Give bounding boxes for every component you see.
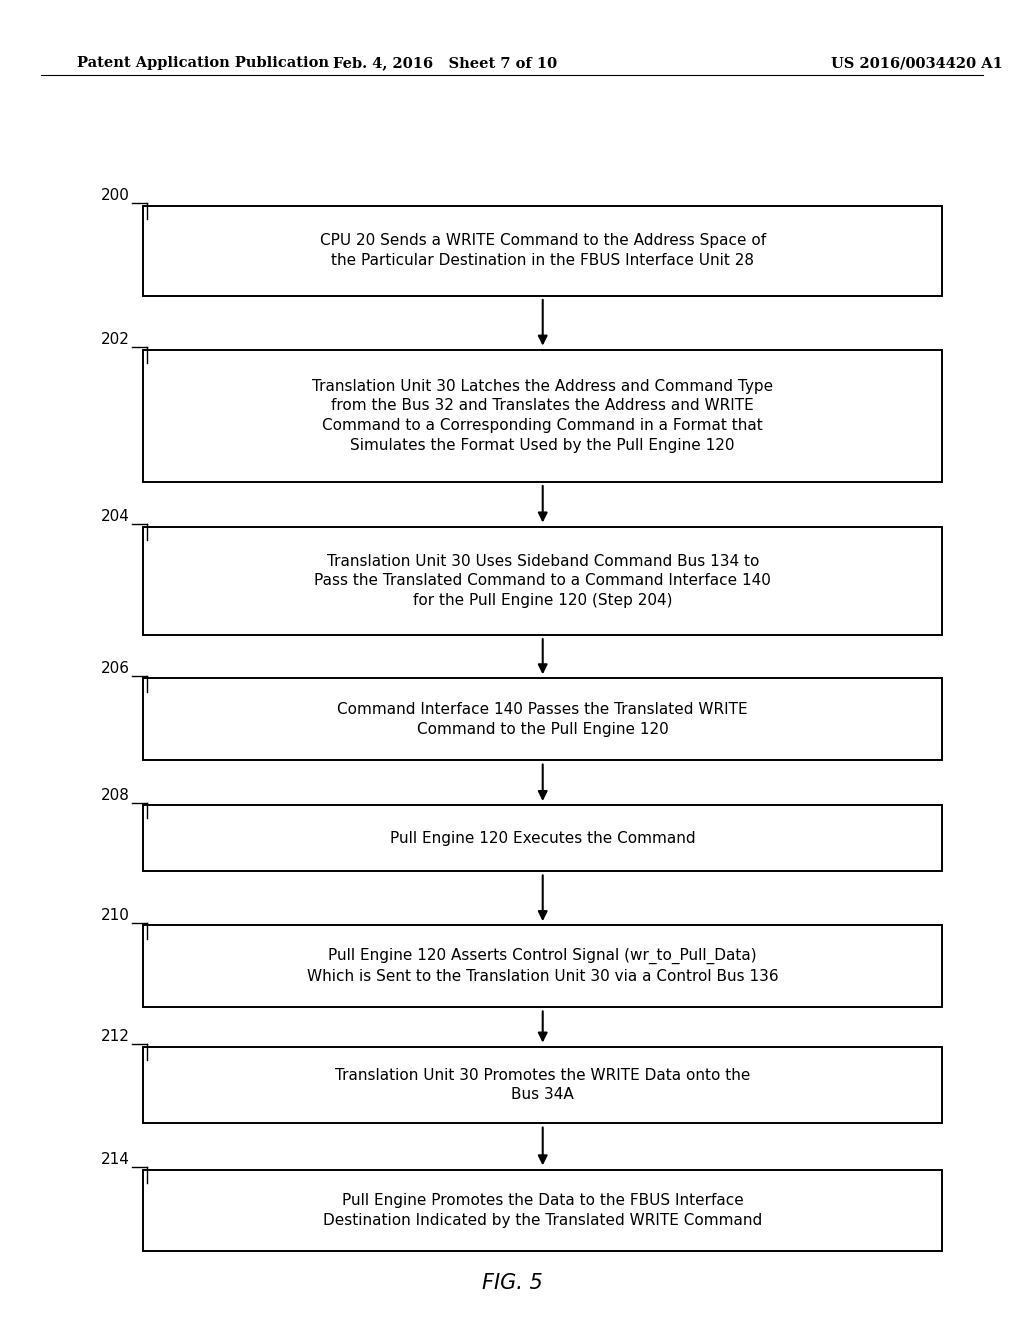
Text: US 2016/0034420 A1: US 2016/0034420 A1 (830, 57, 1002, 70)
Bar (143, 527, 942, 635)
Text: Pull Engine 120 Executes the Command: Pull Engine 120 Executes the Command (390, 830, 695, 846)
Bar (143, 350, 942, 482)
Text: 204: 204 (101, 510, 130, 524)
Text: 206: 206 (101, 661, 130, 676)
Bar (143, 206, 942, 296)
Bar (143, 678, 942, 760)
Text: 214: 214 (101, 1152, 130, 1167)
Text: Pull Engine Promotes the Data to the FBUS Interface
Destination Indicated by the: Pull Engine Promotes the Data to the FBU… (324, 1193, 762, 1228)
Text: FIG. 5: FIG. 5 (481, 1272, 543, 1294)
Text: 212: 212 (101, 1030, 130, 1044)
Text: 202: 202 (101, 333, 130, 347)
Text: 210: 210 (101, 908, 130, 923)
Bar (143, 1170, 942, 1251)
Text: Feb. 4, 2016   Sheet 7 of 10: Feb. 4, 2016 Sheet 7 of 10 (334, 57, 557, 70)
Text: Translation Unit 30 Uses Sideband Command Bus 134 to
Pass the Translated Command: Translation Unit 30 Uses Sideband Comman… (314, 553, 771, 609)
Text: 208: 208 (101, 788, 130, 803)
Text: 200: 200 (101, 189, 130, 203)
Bar (143, 805, 942, 871)
Bar (143, 925, 942, 1007)
Text: Patent Application Publication: Patent Application Publication (77, 57, 329, 70)
Bar (143, 1047, 942, 1123)
Text: Command Interface 140 Passes the Translated WRITE
Command to the Pull Engine 120: Command Interface 140 Passes the Transla… (337, 702, 749, 737)
Text: Pull Engine 120 Asserts Control Signal (wr_to_Pull_Data)
Which is Sent to the Tr: Pull Engine 120 Asserts Control Signal (… (307, 948, 778, 985)
Text: CPU 20 Sends a WRITE Command to the Address Space of
the Particular Destination : CPU 20 Sends a WRITE Command to the Addr… (319, 234, 766, 268)
Text: Translation Unit 30 Promotes the WRITE Data onto the
Bus 34A: Translation Unit 30 Promotes the WRITE D… (335, 1068, 751, 1102)
Text: Translation Unit 30 Latches the Address and Command Type
from the Bus 32 and Tra: Translation Unit 30 Latches the Address … (312, 379, 773, 453)
